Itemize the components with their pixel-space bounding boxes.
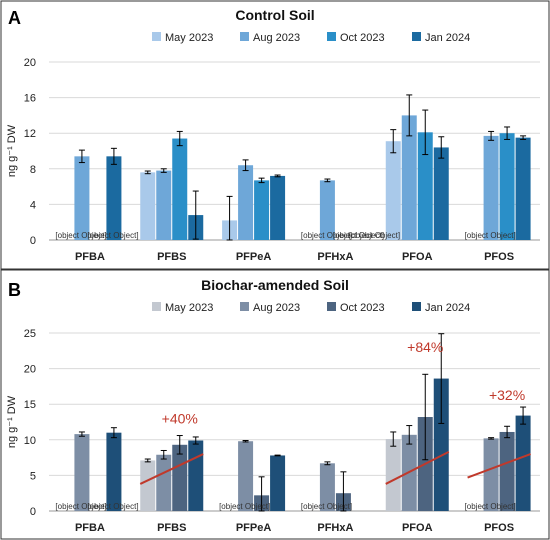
panel-b-trend-line: [467, 453, 531, 479]
panel-a-category-label: PFHxA: [317, 251, 353, 263]
panel-a-bar: [238, 165, 254, 240]
panel-a-legend-swatch: [240, 32, 249, 41]
panel-a-bar: [156, 170, 172, 240]
panel-a-legend-label: Oct 2023: [340, 32, 385, 44]
panel-b-bar: [140, 460, 156, 511]
panel-a-y-tick: 4: [30, 199, 36, 211]
panel-b-category-label: PFBA: [75, 522, 105, 534]
panel-b-legend-label: Oct 2023: [340, 302, 385, 314]
panel-a: A Control Soil May 2023 Aug 2023 Oct 2023 Jan…: [6, 7, 540, 263]
panel-b-bar: [188, 440, 204, 511]
panel-b-annotation: [object Object]: [87, 502, 138, 511]
panel-b-trend-line: [139, 453, 204, 485]
panel-a-bar: [417, 132, 433, 240]
panel-b-annotation: [object Object]: [219, 502, 270, 511]
panel-b-trend-label: +40%: [162, 410, 198, 426]
panel-a-category-label: PFOA: [402, 251, 433, 263]
panel-b-bar: [483, 438, 499, 511]
panel-b-bar: [515, 415, 531, 511]
panel-a-bar: [74, 156, 90, 240]
panel-b: B Biochar-amended Soil May 2023 Aug 2023 Oct…: [6, 277, 540, 534]
panel-a-bar: [499, 133, 515, 240]
panel-b-bar: [385, 439, 401, 511]
panel-b-bar: [74, 434, 90, 511]
panel-b-category-label: PFOS: [484, 522, 514, 534]
panel-a-category-label: PFPeA: [236, 251, 272, 263]
panel-b-bar: [172, 444, 188, 511]
panel-b-y-tick: 20: [24, 364, 36, 376]
panel-b-bar: [319, 463, 335, 511]
panel-a-title: Control Soil: [235, 7, 314, 23]
panel-a-bar: [483, 135, 499, 240]
panel-a-legend-label: May 2023: [165, 32, 213, 44]
panel-b-category-label: PFOA: [402, 522, 433, 534]
panel-a-y-axis-label: ng g⁻¹ DW: [6, 124, 18, 177]
panel-b-category-label: PFHxA: [317, 522, 353, 534]
panel-b-bar: [238, 441, 254, 511]
panel-b-annotation: [object Object]: [301, 502, 352, 511]
panel-b-legend-swatch: [412, 302, 421, 311]
panel-a-annotation: [object Object]: [87, 231, 138, 240]
panel-a-bar: [515, 137, 531, 240]
panel-a-category-label: PFOS: [484, 251, 514, 263]
panel-a-bar: [254, 180, 270, 240]
panel-a-y-tick: 12: [24, 128, 36, 140]
panel-a-bar: [106, 156, 122, 240]
panel-b-trend-line: [385, 451, 450, 485]
panel-a-bar: [270, 175, 286, 240]
panel-a-legend-label: Aug 2023: [253, 32, 300, 44]
panel-a-annotation: [object Object]: [301, 231, 352, 240]
panel-a-y-tick: 0: [30, 235, 36, 247]
panel-b-y-tick: 15: [24, 399, 36, 411]
panel-a-y-tick: 8: [30, 164, 36, 176]
panel-a-bar: [140, 172, 156, 240]
panel-b-bar: [499, 431, 515, 511]
panel-b-annotation: [object Object]: [55, 502, 106, 511]
panel-b-y-tick: 5: [30, 470, 36, 482]
panel-b-y-tick: 25: [24, 328, 36, 340]
panel-b-bar: [270, 455, 286, 511]
panel-b-category-label: PFPeA: [236, 522, 272, 534]
panel-b-trend-label: +84%: [407, 339, 443, 355]
panel-b-title: Biochar-amended Soil: [201, 277, 349, 293]
panel-a-bar: [433, 147, 449, 240]
panel-a-legend-label: Jan 2024: [425, 32, 470, 44]
panel-b-annotation: [object Object]: [465, 502, 516, 511]
panel-a-legend-swatch: [152, 32, 161, 41]
panel-a-category-label: PFBA: [75, 251, 105, 263]
panel-a-annotation: [object Object]: [333, 231, 384, 240]
panel-a-legend-swatch: [327, 32, 336, 41]
panel-b-legend-label: Jan 2024: [425, 302, 470, 314]
panel-b-y-tick: 0: [30, 506, 36, 518]
panel-b-y-axis-label: ng g⁻¹ DW: [6, 395, 18, 448]
panel-a-annotation: [object Object]: [349, 231, 400, 240]
panel-a-label: A: [8, 8, 21, 28]
panel-b-legend-label: May 2023: [165, 302, 213, 314]
panel-b-label: B: [8, 280, 21, 300]
panel-a-legend-swatch: [412, 32, 421, 41]
panel-b-legend-swatch: [152, 302, 161, 311]
panel-b-trend-label: +32%: [489, 387, 525, 403]
panel-a-bar: [385, 141, 401, 240]
panel-a-annotation: [object Object]: [465, 231, 516, 240]
panel-b-legend-swatch: [327, 302, 336, 311]
panel-b-bar: [106, 432, 122, 511]
panel-a-category-label: PFBS: [157, 251, 186, 263]
panel-b-bar: [433, 378, 449, 511]
panel-a-y-tick: 20: [24, 57, 36, 69]
panel-b-legend-swatch: [240, 302, 249, 311]
panel-a-bar: [319, 180, 335, 240]
panel-b-category-label: PFBS: [157, 522, 186, 534]
panel-b-y-tick: 10: [24, 435, 36, 447]
panel-b-legend-label: Aug 2023: [253, 302, 300, 314]
panel-a-bar: [401, 115, 417, 240]
panel-a-bar: [172, 138, 188, 240]
panel-a-y-tick: 16: [24, 93, 36, 105]
panel-a-annotation: [object Object]: [55, 231, 106, 240]
panel-b-bar: [156, 454, 172, 511]
